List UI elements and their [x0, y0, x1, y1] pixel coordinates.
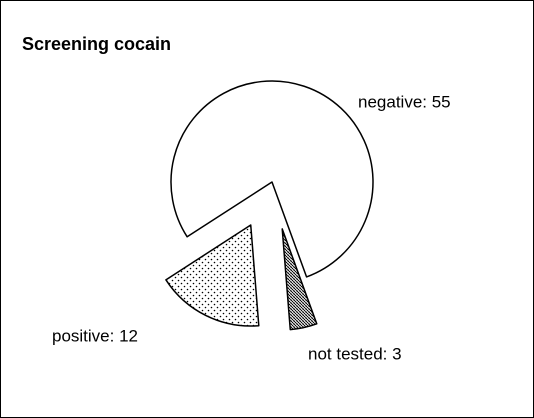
pie-slice: [281, 228, 318, 331]
pie-slice: [170, 80, 374, 278]
slice-label: positive: 12: [52, 326, 138, 345]
chart-title: Screening cocain: [22, 34, 171, 54]
slice-label: negative: 55: [358, 92, 451, 111]
slice-label: not tested: 3: [308, 344, 402, 363]
pie-slice: [165, 224, 260, 327]
